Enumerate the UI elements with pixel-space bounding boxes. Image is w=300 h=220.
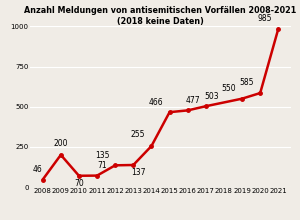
Text: 137: 137 — [132, 169, 146, 178]
Text: 503: 503 — [204, 92, 219, 101]
Text: 550: 550 — [221, 84, 236, 93]
Text: 70: 70 — [74, 179, 84, 188]
Text: 477: 477 — [186, 96, 201, 105]
Text: 135: 135 — [95, 151, 110, 160]
Text: 46: 46 — [32, 165, 42, 174]
Text: 71: 71 — [98, 161, 107, 170]
Text: 585: 585 — [239, 79, 254, 88]
Text: 255: 255 — [130, 130, 145, 139]
Text: 985: 985 — [257, 14, 272, 23]
Text: 466: 466 — [148, 98, 163, 107]
Title: Anzahl Meldungen von antisemitischen Vorfällen 2008-2021 (2018 keine Daten): Anzahl Meldungen von antisemitischen Vor… — [24, 6, 297, 26]
Text: 200: 200 — [54, 139, 68, 148]
